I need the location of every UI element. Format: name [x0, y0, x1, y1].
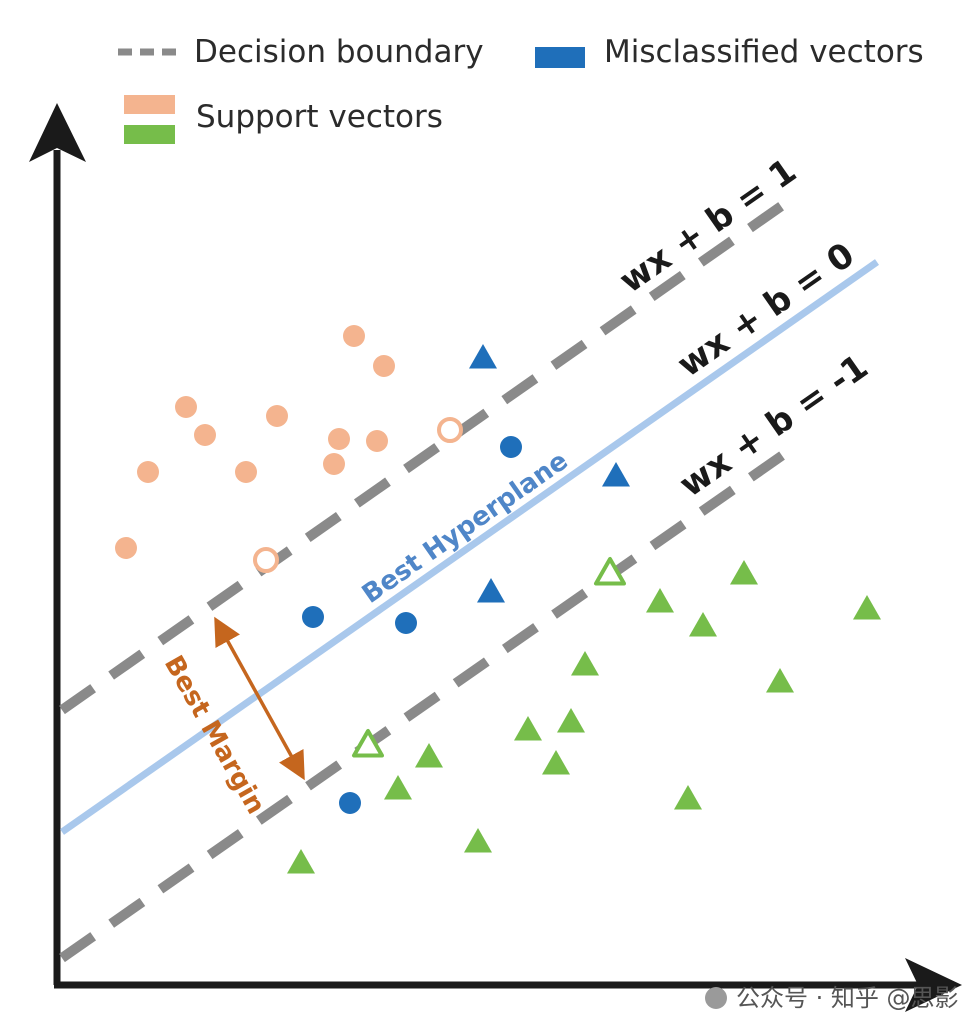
green-support-vector: [352, 729, 384, 758]
orange-point: [373, 355, 395, 377]
orange-support-vector: [253, 547, 279, 573]
lower-margin-line: [59, 445, 793, 963]
green-point: [853, 595, 881, 620]
margin-indicator: Best Margin: [158, 616, 305, 820]
legend-decision-boundary: Decision boundary: [194, 34, 484, 70]
orange-point: [235, 461, 257, 483]
green-point: [766, 668, 794, 693]
hyperplane-line: [59, 259, 880, 835]
green-point: [384, 775, 412, 800]
watermark-text: 公众号 · 知乎 @思影: [736, 984, 959, 1012]
watermark: 公众号 · 知乎 @思影: [705, 984, 959, 1012]
wechat-icon: [705, 987, 727, 1009]
upper-margin-line: [59, 195, 793, 715]
legend-support-green-swatch: [124, 125, 175, 144]
x-axis-arrow: [905, 958, 962, 1012]
orange-point: [115, 537, 137, 559]
margin-arrow: [214, 616, 305, 781]
axes: [29, 103, 962, 1012]
misclassified-circle: [500, 436, 522, 458]
green-support-vector: [594, 557, 626, 586]
misclassified-circle: [339, 792, 361, 814]
green-point: [287, 849, 315, 874]
orange-support-vector: [437, 417, 463, 443]
misclassified-circle: [302, 606, 324, 628]
misclassified-triangle: [477, 578, 505, 603]
green-point: [646, 588, 674, 613]
legend-misclassified-vectors: Misclassified vectors: [604, 34, 924, 70]
green-point: [542, 750, 570, 775]
misclassified-triangle: [469, 344, 497, 369]
orange-point: [323, 453, 345, 475]
green-point: [557, 708, 585, 733]
legend-support-orange-swatch: [124, 95, 175, 114]
orange-point: [266, 405, 288, 427]
green-point: [415, 743, 443, 768]
green-point: [464, 828, 492, 853]
orange-point: [366, 430, 388, 452]
green-point: [674, 785, 702, 810]
green-point: [730, 560, 758, 585]
y-axis-arrow: [29, 103, 86, 162]
green-point: [689, 612, 717, 637]
data-points: [115, 325, 881, 874]
boundary-lines: [59, 195, 880, 963]
green-point: [514, 716, 542, 741]
orange-point: [137, 461, 159, 483]
legend-misclassified-swatch: [535, 47, 585, 68]
orange-point: [343, 325, 365, 347]
orange-point: [194, 424, 216, 446]
hyperplane-label: Best Hyperplane: [357, 446, 574, 610]
green-point: [571, 651, 599, 676]
orange-point: [175, 396, 197, 418]
orange-point: [328, 428, 350, 450]
misclassified-triangle: [602, 462, 630, 487]
legend: Decision boundary Misclassified vectors …: [118, 34, 924, 144]
misclassified-circle: [395, 612, 417, 634]
margin-label: Best Margin: [158, 651, 271, 820]
legend-support-vectors: Support vectors: [196, 99, 443, 135]
